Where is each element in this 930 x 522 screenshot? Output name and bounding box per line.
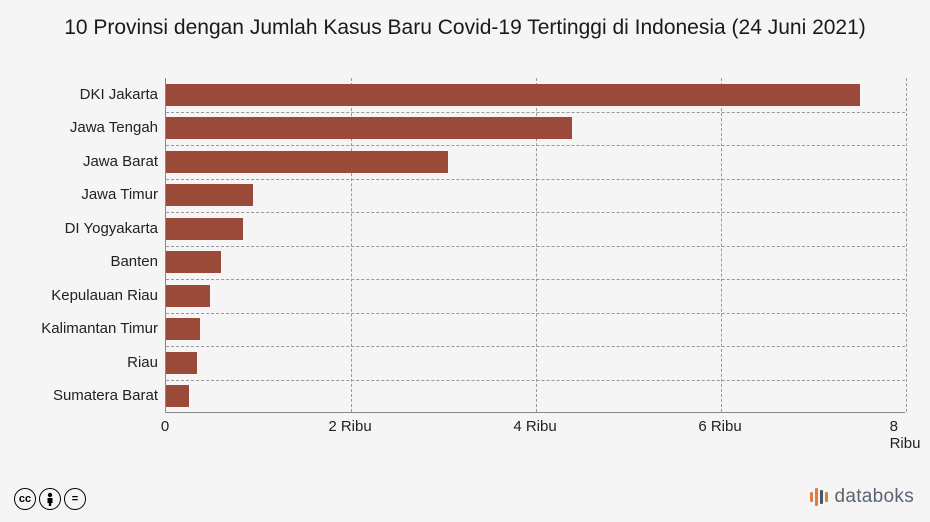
cc-license: cc = xyxy=(14,488,86,510)
gridline-h xyxy=(166,179,905,180)
bar xyxy=(166,84,860,106)
y-axis-label: Kepulauan Riau xyxy=(0,285,158,307)
y-axis-label: Jawa Tengah xyxy=(0,117,158,139)
bar xyxy=(166,318,200,340)
chart-area: 02 Ribu4 Ribu6 Ribu8 RibuDKI JakartaJawa… xyxy=(0,78,930,448)
bar xyxy=(166,117,572,139)
x-axis-label: 8 Ribu xyxy=(890,418,921,452)
x-axis-label: 0 xyxy=(161,418,169,435)
bar xyxy=(166,184,253,206)
y-axis-label: DI Yogyakarta xyxy=(0,218,158,240)
cc-icon: cc xyxy=(14,488,36,510)
y-axis-label: Sumatera Barat xyxy=(0,385,158,407)
y-axis-label: Jawa Timur xyxy=(0,184,158,206)
footer: cc = databoks xyxy=(0,472,930,522)
logo-text: databoks xyxy=(834,486,914,508)
x-axis-label: 6 Ribu xyxy=(698,418,741,435)
chart-title: 10 Provinsi dengan Jumlah Kasus Baru Cov… xyxy=(0,0,930,50)
y-axis-label: Jawa Barat xyxy=(0,151,158,173)
cc-nd-icon: = xyxy=(64,488,86,510)
gridline-h xyxy=(166,279,905,280)
y-axis-label: Kalimantan Timur xyxy=(0,318,158,340)
bar xyxy=(166,218,243,240)
bar xyxy=(166,251,221,273)
gridline-v xyxy=(906,78,907,412)
x-axis-label: 2 Ribu xyxy=(328,418,371,435)
bar xyxy=(166,352,197,374)
cc-by-icon xyxy=(39,488,61,510)
gridline-h xyxy=(166,380,905,381)
gridline-h xyxy=(166,246,905,247)
y-axis-label: Banten xyxy=(0,251,158,273)
bar xyxy=(166,151,448,173)
gridline-h xyxy=(166,313,905,314)
bar xyxy=(166,285,210,307)
gridline-h xyxy=(166,212,905,213)
plot-region xyxy=(165,78,905,413)
databoks-logo: databoks xyxy=(810,486,914,508)
gridline-h xyxy=(166,145,905,146)
x-axis-label: 4 Ribu xyxy=(513,418,556,435)
bar xyxy=(166,385,189,407)
logo-mark-icon xyxy=(810,488,828,506)
y-axis-label: Riau xyxy=(0,352,158,374)
y-axis-label: DKI Jakarta xyxy=(0,84,158,106)
gridline-h xyxy=(166,112,905,113)
gridline-h xyxy=(166,346,905,347)
